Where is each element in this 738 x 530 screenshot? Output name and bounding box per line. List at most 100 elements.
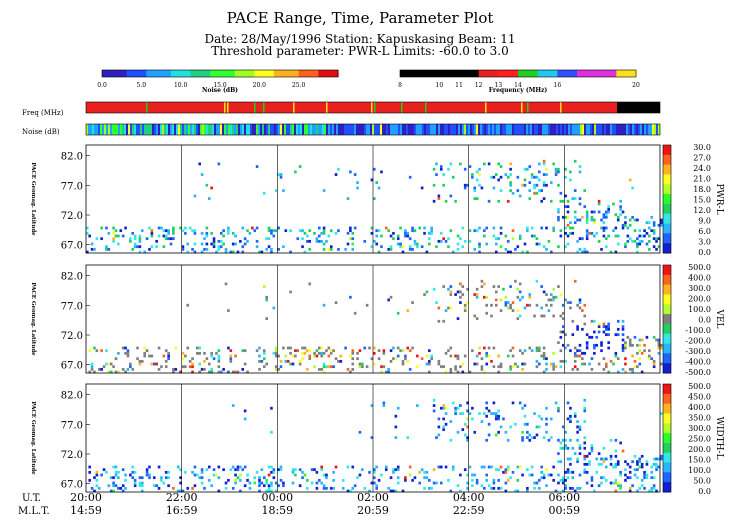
noise-strip-cell — [332, 124, 335, 135]
noise-strip-cell — [124, 124, 127, 135]
range-cell — [497, 486, 500, 490]
colorbar-cell — [663, 333, 671, 345]
range-cell — [368, 489, 371, 493]
range-cell — [523, 178, 527, 182]
range-cell — [509, 476, 512, 480]
range-cell — [447, 167, 450, 171]
range-cell — [358, 473, 362, 477]
range-cell — [576, 367, 579, 371]
range-cell — [535, 175, 539, 179]
range-cell — [298, 362, 302, 366]
noise-strip-cell — [328, 124, 331, 135]
range-cell — [628, 341, 632, 345]
range-cell — [308, 239, 312, 243]
range-cell — [258, 354, 261, 358]
range-cell — [428, 231, 431, 235]
colorbar-tick: 200.0 — [688, 295, 711, 304]
range-cell — [172, 231, 175, 235]
range-cell — [475, 317, 479, 321]
range-cell — [181, 365, 185, 369]
noise-strip-cell — [454, 124, 457, 135]
range-cell — [243, 237, 247, 241]
range-cell — [573, 189, 577, 193]
noise-strip-cell — [492, 124, 495, 135]
range-cell — [566, 476, 570, 480]
range-cell — [636, 237, 639, 241]
range-cell — [370, 226, 374, 230]
range-cell — [602, 215, 606, 219]
range-cell — [576, 218, 579, 222]
noise-scale-cell — [106, 70, 113, 77]
range-cell — [494, 242, 498, 246]
range-cell — [239, 239, 242, 243]
range-cell — [497, 199, 500, 203]
range-cell — [394, 436, 398, 440]
range-cell — [152, 476, 156, 480]
range-cell — [191, 370, 194, 374]
range-cell — [578, 301, 582, 304]
range-cell — [569, 301, 572, 304]
range-cell — [404, 229, 407, 233]
range-cell — [499, 365, 503, 369]
range-cell — [528, 303, 532, 307]
range-cell — [648, 349, 651, 353]
range-cell — [138, 476, 142, 480]
range-cell — [538, 349, 541, 353]
range-cell — [303, 346, 307, 350]
range-cell — [499, 465, 503, 469]
range-cell — [466, 425, 469, 429]
range-cell — [435, 245, 438, 249]
range-cell — [655, 247, 658, 251]
range-cell — [545, 367, 548, 371]
range-cell — [633, 473, 637, 477]
range-cell — [396, 237, 400, 241]
noise-strip-cell — [462, 124, 465, 135]
range-cell — [585, 231, 589, 235]
range-cell — [212, 357, 216, 361]
range-cell — [167, 470, 170, 474]
range-cell — [581, 327, 584, 331]
range-cell — [640, 465, 644, 469]
freq-scale-cell — [400, 70, 421, 77]
noise-strip-label: Noise (dB) — [22, 128, 60, 136]
colorbar-cell — [663, 213, 671, 225]
range-cell — [602, 322, 606, 326]
range-cell — [157, 465, 161, 469]
range-cell — [628, 465, 632, 469]
colorbar-cell — [663, 304, 671, 315]
range-cell — [428, 349, 431, 353]
noise-strip-cell — [176, 124, 179, 135]
range-cell — [660, 218, 663, 222]
range-cell — [425, 476, 429, 480]
range-cell — [198, 362, 202, 366]
range-cell — [461, 245, 465, 249]
range-cell — [351, 367, 355, 371]
range-cell — [612, 481, 615, 485]
range-cell — [583, 470, 587, 474]
range-cell — [585, 215, 589, 219]
range-cell — [394, 357, 398, 361]
range-cell — [164, 237, 168, 241]
colorbar-tick: 0.0 — [698, 316, 711, 325]
range-cell — [648, 234, 651, 238]
noise-strip-cell — [578, 124, 581, 135]
freq-scale-tick: 11 — [455, 82, 463, 89]
noise-scale-cell — [229, 70, 236, 77]
range-cell — [392, 470, 395, 474]
range-cell — [597, 322, 601, 326]
range-cell — [604, 237, 608, 241]
range-cell — [626, 234, 630, 238]
range-cell — [583, 314, 587, 318]
range-cell — [90, 367, 94, 371]
range-cell — [272, 306, 276, 310]
range-cell — [454, 354, 457, 358]
range-cell — [217, 247, 221, 251]
range-cell — [554, 401, 558, 405]
range-cell — [660, 346, 663, 350]
range-cell — [485, 303, 489, 307]
range-cell — [463, 239, 467, 243]
range-cell — [117, 351, 120, 355]
range-cell — [561, 489, 565, 493]
range-cell — [258, 367, 261, 371]
freq-scale-cell — [419, 70, 440, 77]
